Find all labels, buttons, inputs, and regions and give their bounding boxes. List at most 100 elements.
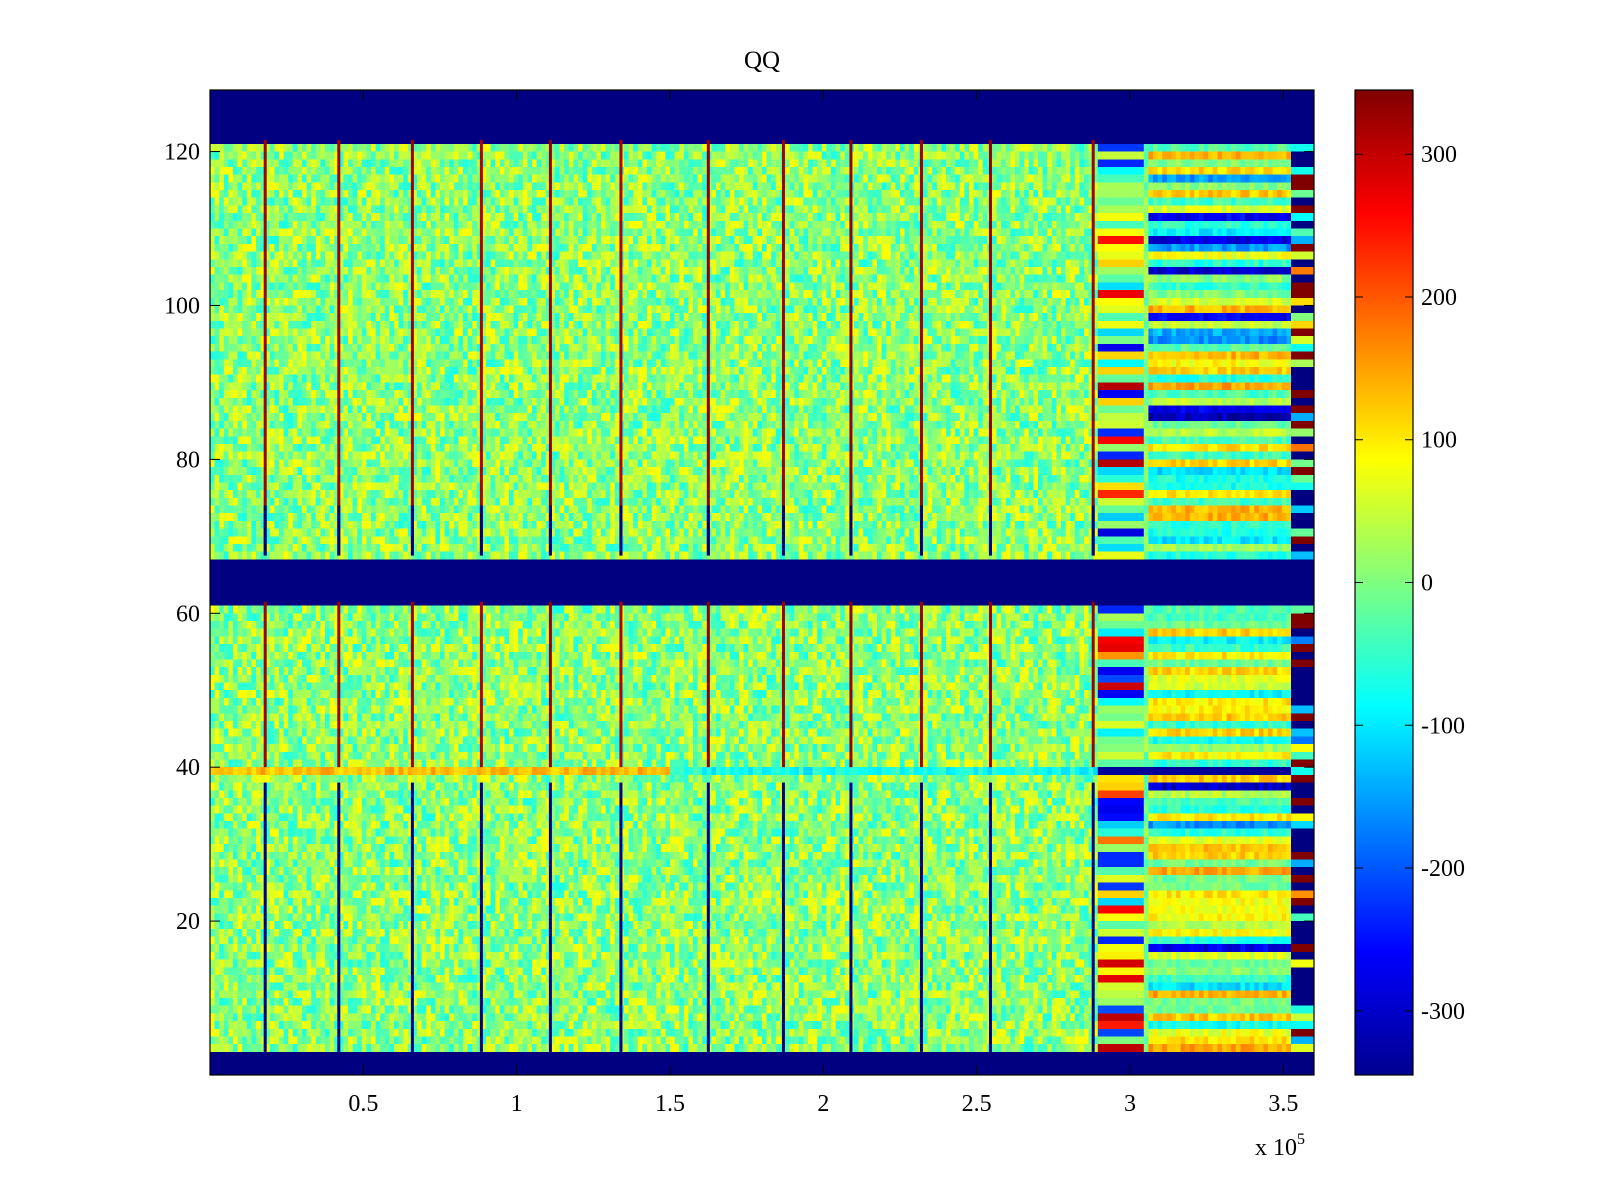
heatmap-column	[619, 90, 625, 1075]
heatmap-column	[697, 90, 703, 1075]
heatmap-column	[591, 90, 597, 1075]
heatmap-column	[384, 90, 390, 1075]
y-tick-label: 120	[164, 140, 200, 166]
heatmap-column	[798, 90, 804, 1075]
heatmap-column	[1166, 90, 1172, 1075]
heatmap-column	[660, 90, 666, 1075]
heatmap-column	[1074, 90, 1080, 1075]
heatmap-column	[1162, 90, 1168, 1075]
heatmap-column	[1245, 90, 1251, 1075]
heatmap-column	[398, 90, 404, 1075]
heatmap-column	[559, 90, 565, 1075]
heatmap-column	[1176, 90, 1182, 1075]
spike-column-upper-tail	[919, 505, 923, 556]
heatmap-column	[867, 90, 873, 1075]
heatmap-column	[858, 90, 864, 1075]
spike-column-upper	[548, 140, 552, 556]
heatmap-column	[665, 90, 671, 1075]
heatmap-column	[969, 90, 975, 1075]
heatmap-column	[734, 90, 740, 1075]
heatmap-column	[463, 90, 469, 1075]
heatmap-column	[357, 90, 363, 1075]
spike-column-lower	[479, 601, 483, 768]
y-tick-label: 40	[176, 755, 200, 781]
x-tick-label: 2.5	[962, 1091, 992, 1117]
heatmap-column	[329, 90, 335, 1075]
heatmap-column	[334, 90, 340, 1075]
spike-column-lower-tail	[781, 782, 785, 1052]
heatmap-column	[311, 90, 317, 1075]
heatmap-column	[1084, 90, 1090, 1075]
x-tick-label: 2	[817, 1091, 829, 1117]
heatmap-column	[913, 90, 919, 1075]
heatmap-column	[407, 90, 413, 1075]
x-tick-label: 3	[1124, 1091, 1136, 1117]
colorbar-tick-label: 0	[1421, 571, 1433, 597]
heatmap-column	[522, 90, 528, 1075]
spike-column-upper	[988, 140, 992, 556]
spike-column-upper	[781, 140, 785, 556]
heatmap-column	[246, 90, 252, 1075]
spike-column-upper	[706, 140, 710, 556]
spike-column-upper-tail	[1091, 505, 1095, 556]
heatmap-column	[775, 90, 781, 1075]
heatmap-column	[320, 90, 326, 1075]
y-tick-label: 60	[176, 601, 200, 627]
heatmap-column	[550, 90, 556, 1075]
heatmap-column	[1130, 90, 1136, 1075]
heatmap-column	[279, 90, 285, 1075]
y-tick-label: 100	[164, 293, 200, 319]
heatmap-column	[1203, 90, 1209, 1075]
x-tick-label: 1.5	[655, 1091, 685, 1117]
heatmap-column	[757, 90, 763, 1075]
heatmap-column	[223, 90, 229, 1075]
heatmap-column	[1153, 90, 1159, 1075]
heatmap-column	[265, 90, 271, 1075]
heatmap-column	[936, 90, 942, 1075]
heatmap-column	[849, 90, 855, 1075]
heatmap-column	[743, 90, 749, 1075]
spike-column-lower-tail	[1091, 782, 1095, 1052]
spike-column-upper	[410, 140, 414, 556]
heatmap-column	[1295, 90, 1301, 1075]
spike-column-upper-tail	[619, 505, 623, 556]
heatmap-column	[499, 90, 505, 1075]
spike-column-upper-tail	[849, 505, 853, 556]
heatmap-column	[716, 90, 722, 1075]
x-axis: 0.5 1 1.5 2 2.5 3 3.5	[348, 90, 1298, 1117]
heatmap-column	[1097, 90, 1103, 1075]
heatmap-column	[596, 90, 602, 1075]
heatmap-column	[1148, 90, 1154, 1075]
heatmap-column	[633, 90, 639, 1075]
spike-column-upper-tail	[479, 505, 483, 556]
heatmap-column	[946, 90, 952, 1075]
heatmap-column	[642, 90, 648, 1075]
heatmap-column	[214, 90, 220, 1075]
heatmap-column	[1001, 90, 1007, 1075]
heatmap-column	[486, 90, 492, 1075]
heatmap-column	[440, 90, 446, 1075]
x-exponent-base: x 10	[1255, 1135, 1297, 1161]
heatmap-column	[1107, 90, 1113, 1075]
spike-column-lower-tail	[479, 782, 483, 1052]
spike-column-upper-tail	[263, 505, 267, 556]
heatmap-column	[624, 90, 630, 1075]
heatmap-column	[1240, 90, 1246, 1075]
heatmap-column	[706, 90, 712, 1075]
heatmap-column	[918, 90, 924, 1075]
heatmap-column	[1286, 90, 1292, 1075]
spike-column-lower	[849, 601, 853, 768]
colorbar-tick-label: -200	[1421, 856, 1465, 882]
heatmap-column	[283, 90, 289, 1075]
heatmap-column	[578, 90, 584, 1075]
spike-column-lower-tail	[337, 782, 341, 1052]
spike-column-upper-tail	[988, 505, 992, 556]
spike-column-lower	[988, 601, 992, 768]
heatmap-column	[1139, 90, 1145, 1075]
spike-column-upper	[1091, 140, 1095, 556]
heatmap-column	[959, 90, 965, 1075]
y-axis: 20 40 60 80 100 120	[164, 140, 1314, 935]
heatmap-column	[863, 90, 869, 1075]
heatmap-column	[978, 90, 984, 1075]
